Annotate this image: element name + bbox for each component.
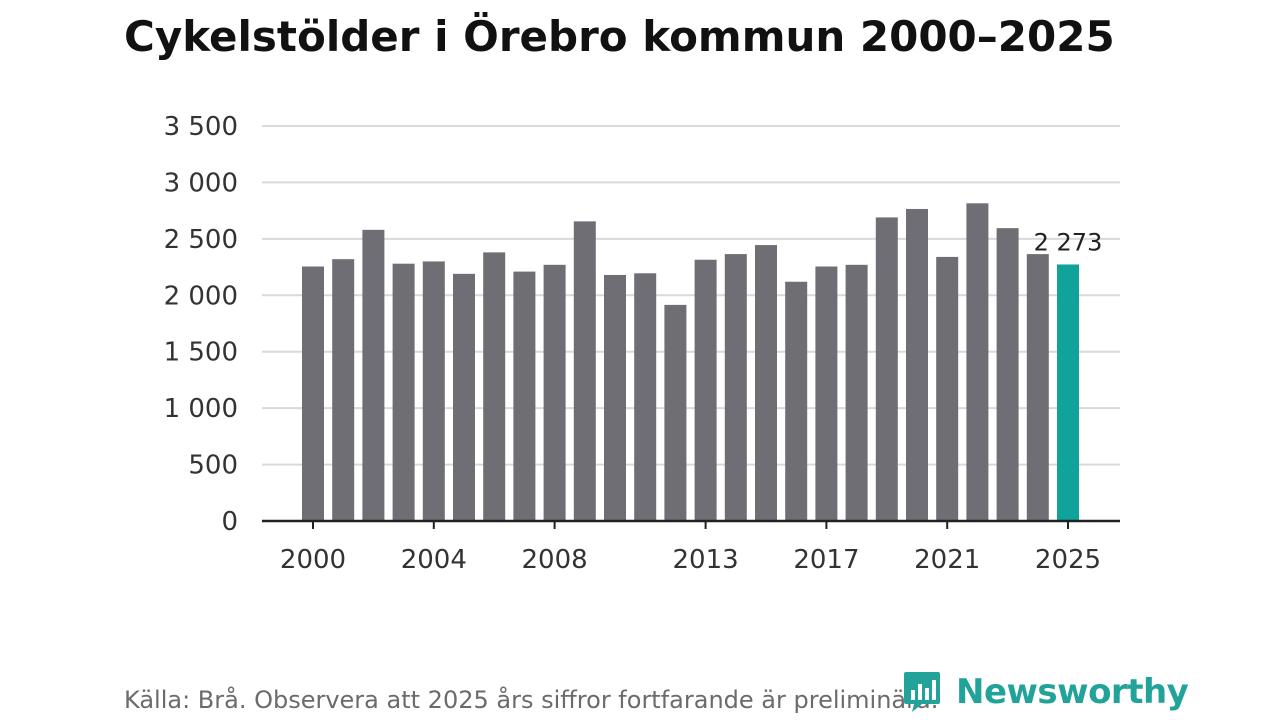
- source-note: Källa: Brå. Observera att 2025 års siffr…: [124, 686, 939, 714]
- y-tick-label: 1 000: [164, 394, 238, 424]
- x-tick-label: 2008: [522, 545, 588, 575]
- bar-2025: [1057, 264, 1079, 521]
- y-tick-label: 3 000: [164, 168, 238, 198]
- newsworthy-logo[interactable]: Newsworthy: [902, 670, 1189, 714]
- y-tick-label: 3 500: [164, 112, 238, 142]
- bar-2001: [332, 259, 355, 521]
- y-tick-label: 2 500: [164, 225, 238, 255]
- bar-2017: [815, 266, 838, 521]
- x-tick-label: 2017: [793, 545, 859, 575]
- bar-2007: [513, 271, 536, 521]
- bar-2020: [906, 208, 928, 521]
- bar-2006: [483, 252, 506, 521]
- bar-2009: [573, 221, 596, 521]
- bar-2003: [392, 263, 415, 521]
- bar-2005: [453, 273, 475, 521]
- bar-2014: [724, 254, 747, 522]
- newsworthy-logo-icon: [904, 672, 940, 712]
- bar-2019: [875, 217, 898, 521]
- bar-2021: [936, 256, 959, 521]
- bar-2000: [302, 266, 324, 521]
- y-tick-label: 1 500: [164, 338, 238, 368]
- bar-2015: [755, 245, 777, 522]
- y-tick-label: 2 000: [164, 281, 238, 311]
- x-tick-label: 2000: [280, 545, 346, 575]
- bar-2023: [996, 228, 1019, 521]
- bar-2024: [1026, 254, 1049, 522]
- bar-2022: [966, 203, 989, 522]
- bar-2010: [604, 274, 626, 521]
- x-tick-label: 2004: [401, 545, 467, 575]
- bar-2016: [785, 281, 808, 521]
- chart-title: Cykelstölder i Örebro kommun 2000–2025: [124, 12, 1115, 61]
- bar-2018: [845, 264, 868, 521]
- bar-2012: [664, 304, 687, 521]
- bar-chart: 0 500 1 000 1 500 2 000 2 500 3 000 3 500 2000 20…: [164, 112, 1120, 575]
- x-tick-label: 2025: [1035, 545, 1101, 575]
- brand-name: Newsworthy: [956, 672, 1189, 712]
- bar-2002: [362, 229, 385, 522]
- y-tick-label: 500: [188, 451, 238, 481]
- bar-2011: [634, 273, 657, 521]
- x-tick-label: 2021: [914, 545, 980, 575]
- bar-2008: [543, 264, 566, 521]
- bar-2004: [422, 261, 445, 521]
- bar-2013: [694, 259, 717, 521]
- data-label-2025: 2 273: [1034, 228, 1103, 256]
- y-tick-label: 0: [221, 507, 238, 537]
- x-tick-label: 2013: [673, 545, 739, 575]
